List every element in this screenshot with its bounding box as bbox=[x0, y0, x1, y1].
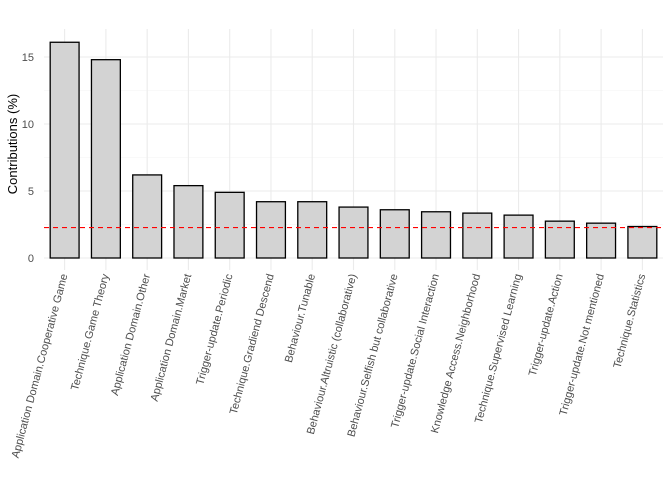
bar bbox=[255, 201, 287, 259]
x-tick-label: Application Domain.Market bbox=[149, 273, 195, 403]
bar bbox=[544, 220, 575, 259]
y-tick-label: 15 bbox=[22, 52, 34, 64]
x-tick-label: Trigger-update.Social Interaction bbox=[389, 273, 442, 430]
x-tick-label: Technique.Supervised Learning bbox=[473, 273, 524, 425]
y-axis-title: Contributions (%) bbox=[5, 94, 20, 194]
bar bbox=[49, 41, 80, 259]
x-tick-label: Trigger-update.Periodic bbox=[194, 272, 235, 386]
y-tick-label: 0 bbox=[28, 253, 34, 265]
bars bbox=[49, 41, 658, 259]
x-axis-ticks: Application Domain.Cooperative GameTechn… bbox=[10, 272, 649, 459]
x-tick-label: Technique.Statistics bbox=[612, 272, 649, 369]
x-tick-label: Trigger-update.Action bbox=[527, 273, 566, 378]
x-tick-label: Application Domain.Other bbox=[109, 272, 153, 397]
bar bbox=[132, 174, 163, 259]
bar bbox=[503, 214, 534, 259]
x-tick-label: Application Domain.Cooperative Game bbox=[10, 273, 71, 460]
bar bbox=[173, 184, 204, 259]
x-tick-label: Technique.Gradiend Descend bbox=[228, 273, 277, 416]
y-tick-label: 5 bbox=[28, 186, 34, 198]
x-tick-label: Trigger-update.Not mentioned bbox=[558, 273, 607, 417]
x-tick-label: Behaviour.Tunable bbox=[283, 273, 318, 364]
bar bbox=[297, 201, 328, 259]
bar bbox=[214, 191, 245, 259]
bar bbox=[627, 225, 658, 259]
y-tick-label: 10 bbox=[22, 119, 34, 131]
bar bbox=[586, 222, 617, 259]
bar bbox=[420, 211, 452, 259]
x-tick-label: Technique.Game Theory bbox=[69, 272, 112, 392]
bar bbox=[90, 59, 121, 259]
bar bbox=[462, 212, 493, 259]
y-axis-ticks: 0 5 10 15 bbox=[22, 52, 34, 265]
bar bbox=[379, 209, 410, 259]
bar bbox=[338, 206, 369, 259]
